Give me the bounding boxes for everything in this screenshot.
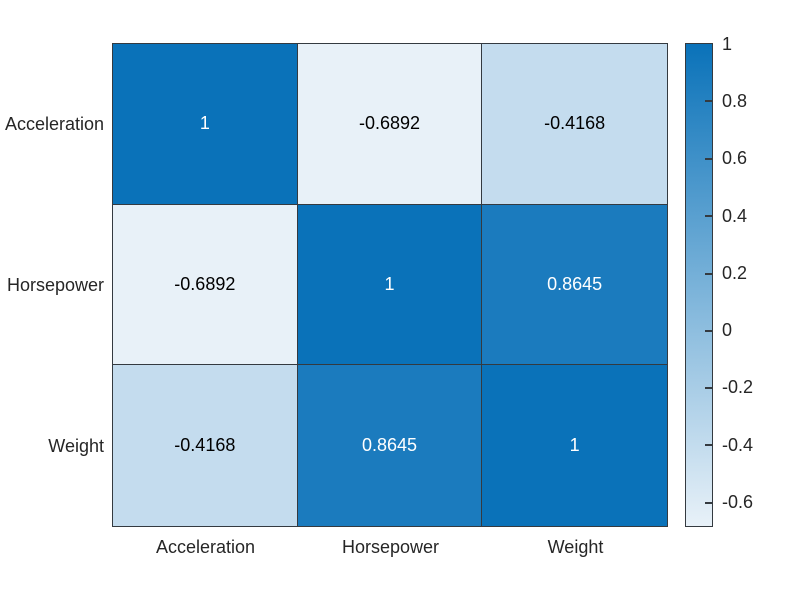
colorbar-tick-label: -0.6 <box>722 492 754 512</box>
colorbar-tick <box>705 387 712 389</box>
colorbar-tick-label: -0.4 <box>722 435 754 455</box>
y-axis-label-weight: Weight <box>48 436 104 456</box>
heatmap-cell: 1 <box>113 44 298 205</box>
colorbar-tick-label: 0 <box>722 320 733 340</box>
colorbar-tick-label: -0.2 <box>722 377 754 397</box>
colorbar-tick-label: 0.8 <box>722 91 748 111</box>
colorbar-tick <box>705 158 712 160</box>
colorbar-tick <box>705 502 712 504</box>
heatmap-cell: -0.6892 <box>113 204 298 366</box>
heatmap-cell: -0.4168 <box>482 44 667 205</box>
x-axis-label-weight: Weight <box>547 537 604 557</box>
colorbar-tick-label: 1 <box>722 34 733 54</box>
heatmap-grid: 1 -0.6892 -0.4168 -0.6892 1 0.8645 -0.41… <box>112 43 668 527</box>
heatmap-cell: 1 <box>297 204 483 366</box>
heatmap-cell: -0.4168 <box>113 365 298 526</box>
colorbar-tick <box>705 273 712 275</box>
colorbar-tick <box>705 444 712 446</box>
colorbar-tick-label: 0.4 <box>722 206 748 226</box>
colorbar-tick <box>705 100 712 102</box>
x-axis-label-horsepower: Horsepower <box>341 537 440 557</box>
x-axis-label-acceleration: Acceleration <box>155 537 256 557</box>
colorbar-tick-label: 0.2 <box>722 263 748 283</box>
colorbar-tick-label: 0.6 <box>722 148 748 168</box>
y-axis-label-horsepower: Horsepower <box>6 275 104 295</box>
heatmap-cell: 0.8645 <box>482 204 667 366</box>
heatmap-cell: 1 <box>482 365 667 526</box>
colorbar-tick <box>705 330 712 332</box>
colorbar-tick <box>705 215 712 217</box>
colorbar-gradient <box>685 43 713 527</box>
heatmap-cell: -0.6892 <box>297 44 483 205</box>
y-axis-label-acceleration: Acceleration <box>4 114 104 134</box>
heatmap-cell: 0.8645 <box>297 365 483 526</box>
